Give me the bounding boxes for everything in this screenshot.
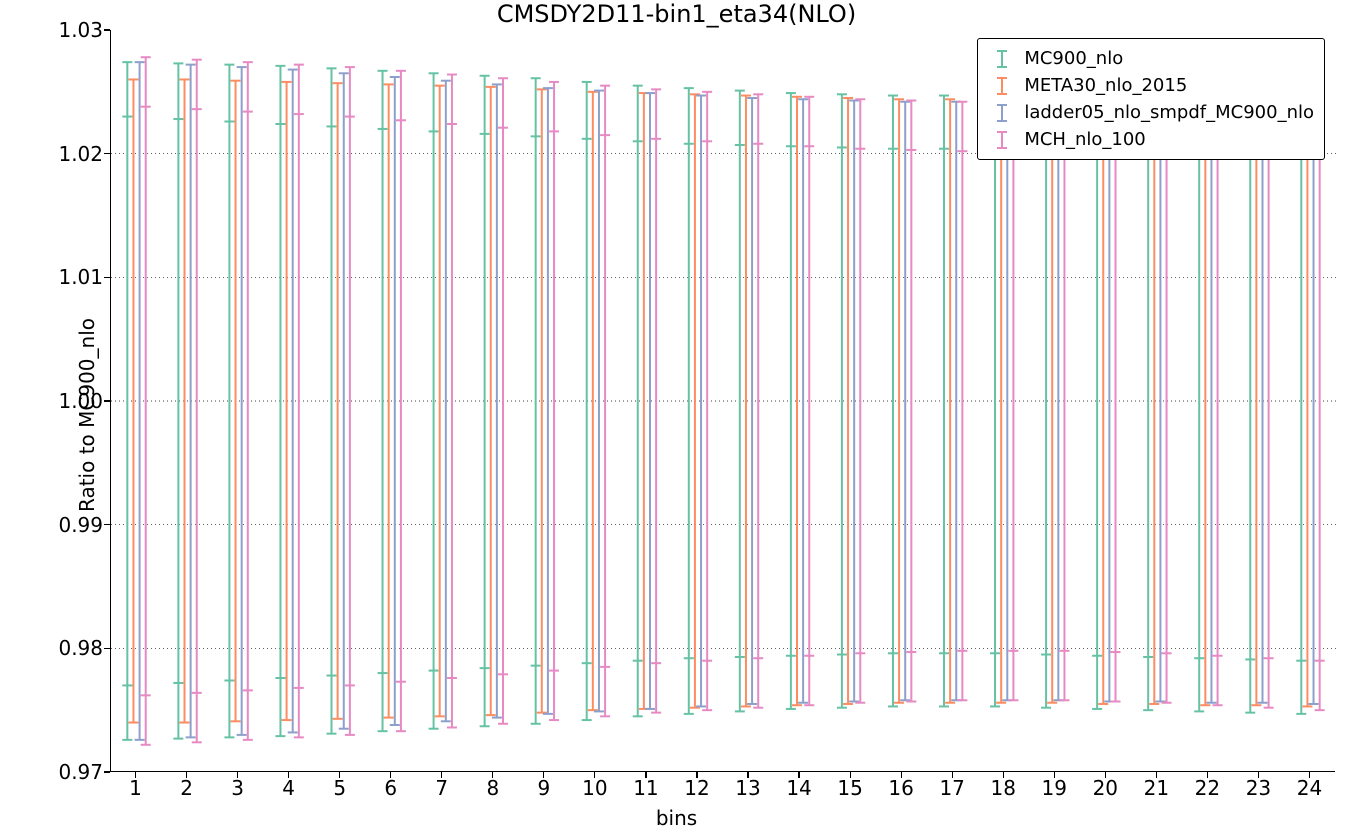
x-tick-label: 11 bbox=[633, 776, 658, 800]
legend-label: MC900_nlo bbox=[1024, 45, 1123, 72]
x-tick-label: 23 bbox=[1246, 776, 1271, 800]
gridlines bbox=[111, 154, 1336, 649]
x-tick-mark bbox=[492, 772, 493, 778]
y-tick-label: 1.02 bbox=[43, 142, 103, 166]
y-tick-label: 1.03 bbox=[43, 18, 103, 42]
x-tick-label: 24 bbox=[1297, 776, 1322, 800]
x-tick-label: 8 bbox=[486, 776, 499, 800]
x-tick-label: 5 bbox=[333, 776, 346, 800]
y-tick-mark bbox=[104, 400, 110, 401]
x-tick-label: 22 bbox=[1195, 776, 1220, 800]
x-tick-mark bbox=[1156, 772, 1157, 778]
x-tick-mark bbox=[952, 772, 953, 778]
chart-title: CMSDY2D11-bin1_eta34(NLO) bbox=[0, 0, 1353, 28]
x-tick-label: 14 bbox=[786, 776, 811, 800]
x-tick-label: 20 bbox=[1093, 776, 1118, 800]
x-tick-mark bbox=[543, 772, 544, 778]
y-tick-mark bbox=[104, 277, 110, 278]
y-tick-mark bbox=[104, 153, 110, 154]
legend-swatch-icon bbox=[988, 76, 1016, 96]
y-tick-mark bbox=[104, 524, 110, 525]
y-tick-mark bbox=[104, 771, 110, 772]
x-tick-label: 6 bbox=[384, 776, 397, 800]
x-tick-mark bbox=[339, 772, 340, 778]
x-tick-label: 3 bbox=[231, 776, 244, 800]
x-tick-label: 1 bbox=[129, 776, 142, 800]
y-axis-label: Ratio to MC900_nlo bbox=[75, 318, 99, 512]
legend-label: ladder05_nlo_smpdf_MC900_nlo bbox=[1024, 99, 1314, 126]
legend-item: ladder05_nlo_smpdf_MC900_nlo bbox=[988, 99, 1314, 126]
x-tick-mark bbox=[1258, 772, 1259, 778]
x-tick-mark bbox=[186, 772, 187, 778]
x-tick-mark bbox=[645, 772, 646, 778]
x-tick-mark bbox=[390, 772, 391, 778]
x-tick-mark bbox=[1003, 772, 1004, 778]
legend-swatch-icon bbox=[988, 103, 1016, 123]
x-tick-label: 7 bbox=[435, 776, 448, 800]
x-tick-label: 21 bbox=[1144, 776, 1169, 800]
x-tick-label: 18 bbox=[990, 776, 1015, 800]
legend-label: META30_nlo_2015 bbox=[1024, 72, 1187, 99]
x-tick-mark bbox=[901, 772, 902, 778]
x-tick-label: 17 bbox=[939, 776, 964, 800]
y-tick-mark bbox=[104, 29, 110, 30]
x-tick-label: 13 bbox=[735, 776, 760, 800]
y-tick-label: 0.99 bbox=[43, 513, 103, 537]
legend-swatch-icon bbox=[988, 130, 1016, 150]
x-tick-label: 9 bbox=[537, 776, 550, 800]
x-tick-mark bbox=[1105, 772, 1106, 778]
legend-swatch-icon bbox=[988, 49, 1016, 69]
x-tick-mark bbox=[288, 772, 289, 778]
legend-item: MCH_nlo_100 bbox=[988, 126, 1314, 153]
x-tick-mark bbox=[747, 772, 748, 778]
legend-item: MC900_nlo bbox=[988, 45, 1314, 72]
x-axis-label: bins bbox=[0, 806, 1353, 830]
legend: MC900_nloMETA30_nlo_2015ladder05_nlo_smp… bbox=[977, 38, 1325, 160]
chart-container: CMSDY2D11-bin1_eta34(NLO) Ratio to MC900… bbox=[0, 0, 1353, 830]
x-tick-mark bbox=[594, 772, 595, 778]
y-tick-label: 0.97 bbox=[43, 760, 103, 784]
legend-item: META30_nlo_2015 bbox=[988, 72, 1314, 99]
x-tick-label: 16 bbox=[888, 776, 913, 800]
x-tick-label: 15 bbox=[837, 776, 862, 800]
x-tick-mark bbox=[1207, 772, 1208, 778]
x-tick-label: 12 bbox=[684, 776, 709, 800]
x-tick-mark bbox=[798, 772, 799, 778]
x-tick-mark bbox=[850, 772, 851, 778]
legend-label: MCH_nlo_100 bbox=[1024, 126, 1145, 153]
x-tick-mark bbox=[237, 772, 238, 778]
x-tick-label: 2 bbox=[180, 776, 193, 800]
y-tick-label: 1.01 bbox=[43, 265, 103, 289]
x-tick-label: 10 bbox=[582, 776, 607, 800]
y-tick-label: 0.98 bbox=[43, 636, 103, 660]
x-tick-mark bbox=[441, 772, 442, 778]
y-tick-mark bbox=[104, 648, 110, 649]
x-tick-mark bbox=[1054, 772, 1055, 778]
x-tick-label: 4 bbox=[282, 776, 295, 800]
x-tick-label: 19 bbox=[1042, 776, 1067, 800]
y-tick-label: 1.00 bbox=[43, 389, 103, 413]
x-tick-mark bbox=[1309, 772, 1310, 778]
x-tick-mark bbox=[135, 772, 136, 778]
plot-area: MC900_nloMETA30_nlo_2015ladder05_nlo_smp… bbox=[110, 30, 1335, 772]
x-tick-mark bbox=[696, 772, 697, 778]
